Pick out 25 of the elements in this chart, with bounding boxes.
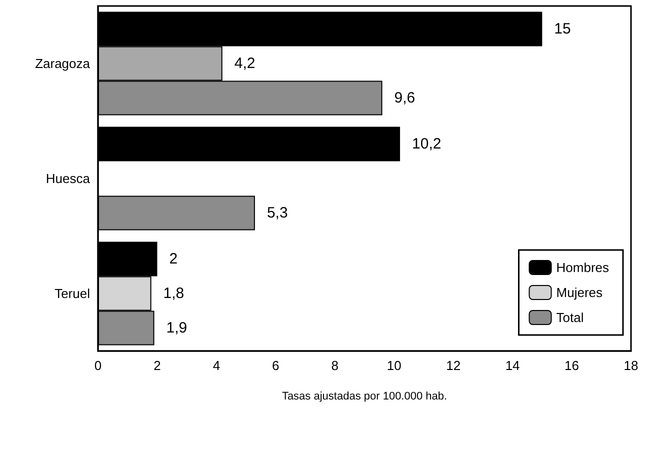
x-tick-label: 8	[331, 358, 339, 373]
data-label: 5,3	[266, 204, 288, 222]
data-label: 1,8	[163, 285, 184, 302]
x-tick-label: 16	[564, 358, 580, 373]
legend-label: Mujeres	[556, 285, 603, 300]
x-tick-label: 12	[446, 358, 461, 373]
data-label: 2	[169, 250, 178, 268]
data-label: 10,2	[412, 136, 442, 152]
x-tick-label: 2	[154, 358, 161, 373]
y-tick-label: Huesca	[46, 171, 91, 186]
x-tick-label: 10	[386, 358, 402, 373]
data-label: 9,6	[394, 90, 416, 106]
legend-label: Total	[556, 310, 584, 325]
x-tick-label: 4	[212, 358, 220, 373]
x-tick-label: 6	[272, 358, 280, 373]
data-label: 4,2	[234, 55, 256, 72]
x-tick-label: 0	[94, 358, 102, 373]
x-axis-title: Tasas ajustadas por 100.000 hab.	[282, 390, 448, 402]
legend-label: Hombres	[556, 260, 610, 275]
y-tick-label: Teruel	[54, 286, 90, 301]
x-tick-label: 18	[624, 358, 638, 373]
x-tick-label: 14	[505, 358, 520, 373]
y-tick-label: Zaragoza	[35, 56, 91, 71]
data-label: 15	[554, 20, 571, 38]
data-label: 1,9	[166, 320, 188, 336]
